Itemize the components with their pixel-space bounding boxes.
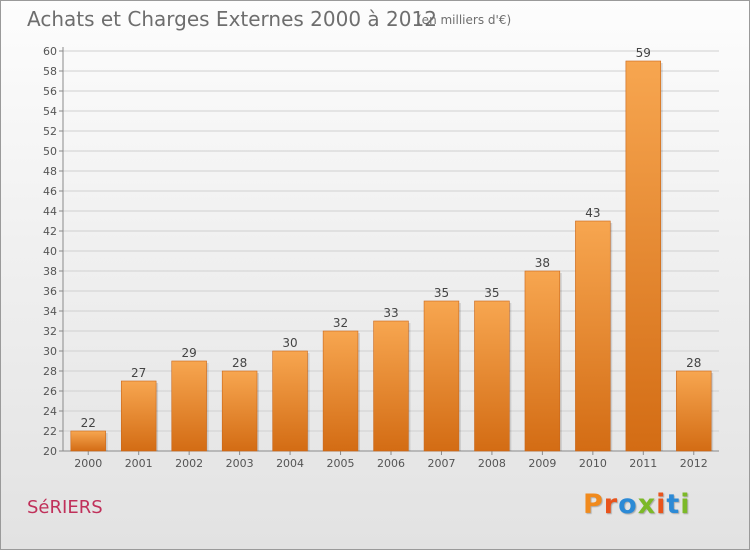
y-tick-label: 22 (43, 425, 57, 438)
bar-2007[interactable] (423, 300, 460, 452)
y-tick-label: 50 (43, 145, 57, 158)
bar-2011[interactable] (625, 60, 662, 452)
x-tick-label: 2002 (175, 457, 203, 470)
axes: 20 22 24 26 28 30 32 34 36 38 40 42 44 46 48 50 52 54 56 58… (43, 45, 719, 470)
data-label: 27 (131, 366, 146, 380)
y-tick-label: 58 (43, 65, 57, 78)
y-tick-label: 36 (43, 285, 57, 298)
bar-2001[interactable] (120, 380, 157, 452)
commune-name: SéRIERS (27, 497, 103, 518)
data-label: 30 (282, 336, 297, 350)
y-tick-label: 32 (43, 325, 57, 338)
logo-letter: o (618, 489, 638, 520)
logo-letter: t (666, 489, 681, 520)
x-tick-label: 2007 (427, 457, 455, 470)
logo-letter: x (637, 489, 657, 520)
bar-2010[interactable] (575, 220, 611, 452)
x-tick-label: 2000 (74, 457, 102, 470)
y-tick-label: 24 (43, 405, 57, 418)
data-label: 43 (585, 206, 600, 220)
y-tick-label: 60 (43, 45, 57, 58)
y-tick-label: 30 (43, 345, 57, 358)
y-tick-label: 40 (43, 245, 57, 258)
logo-letter: i (656, 489, 667, 520)
x-tick-label: 2001 (125, 457, 153, 470)
data-label: 59 (636, 46, 651, 60)
bar-2012[interactable] (676, 370, 712, 452)
y-tick-label: 38 (43, 265, 57, 278)
data-label: 35 (434, 286, 449, 300)
logo-letter: r (603, 489, 619, 520)
x-tick-label: 2004 (276, 457, 304, 470)
y-tick-label: 44 (43, 205, 57, 218)
data-label: 28 (686, 356, 701, 370)
proxiti-logo[interactable]: Proxiti (583, 489, 691, 520)
chart-subtitle: (en milliers d'€) (417, 13, 512, 27)
x-tick-label: 2009 (528, 457, 556, 470)
x-tick-label: 2012 (680, 457, 708, 470)
bar-2005[interactable] (322, 330, 359, 452)
y-tick-label: 54 (43, 105, 57, 118)
y-tick-label: 20 (43, 445, 57, 458)
x-tick-label: 2010 (579, 457, 607, 470)
x-tick-label: 2008 (478, 457, 506, 470)
data-labels: 22 27 29 28 30 32 33 35 35 38 43 59 28 (81, 46, 702, 430)
logo-letter: i (680, 489, 691, 520)
x-tick-label: 2005 (327, 457, 355, 470)
bars (70, 60, 714, 452)
data-label: 33 (383, 306, 398, 320)
bar-2000[interactable] (70, 430, 106, 452)
bar-2004[interactable] (272, 350, 308, 452)
data-label: 32 (333, 316, 348, 330)
x-tick-label: 2011 (629, 457, 657, 470)
chart-title: Achats et Charges Externes 2000 à 2012 (27, 7, 437, 31)
y-tick-label: 28 (43, 365, 57, 378)
logo-letter: P (583, 489, 604, 520)
x-tick-label: 2003 (226, 457, 254, 470)
data-label: 28 (232, 356, 247, 370)
data-label: 38 (535, 256, 550, 270)
bar-2008[interactable] (474, 300, 510, 452)
x-tick-label: 2006 (377, 457, 405, 470)
y-tick-label: 56 (43, 85, 57, 98)
data-label: 22 (81, 416, 96, 430)
data-label: 29 (182, 346, 197, 360)
bar-2002[interactable] (171, 360, 207, 452)
data-label: 35 (484, 286, 499, 300)
bar-2009[interactable] (524, 270, 561, 452)
bar-2006[interactable] (373, 320, 409, 452)
y-tick-label: 46 (43, 185, 57, 198)
y-tick-label: 48 (43, 165, 57, 178)
y-tick-label: 34 (43, 305, 57, 318)
y-tick-label: 42 (43, 225, 57, 238)
y-tick-label: 26 (43, 385, 57, 398)
y-tick-label: 52 (43, 125, 57, 138)
bar-2003[interactable] (221, 370, 258, 452)
